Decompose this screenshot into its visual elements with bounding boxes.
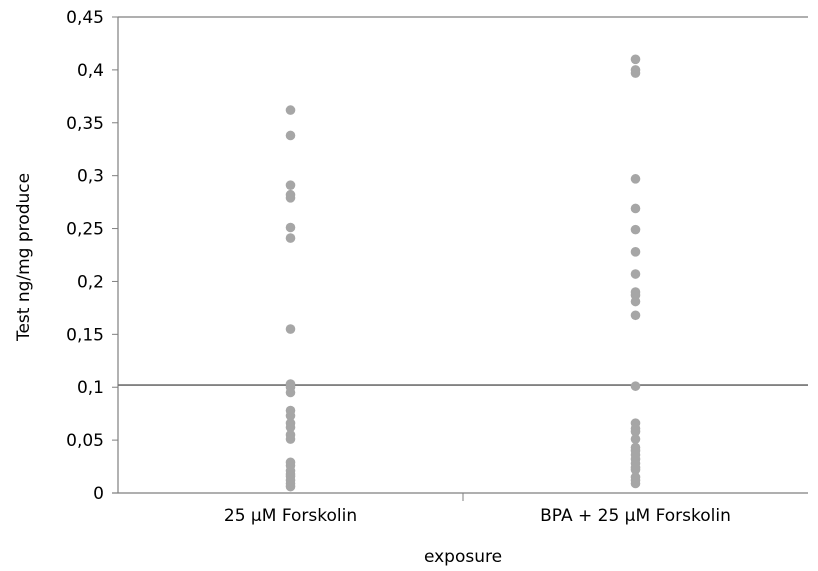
x-category-labels: 25 µM Forskolin BPA + 25 µM Forskolin <box>224 506 731 526</box>
y-tick-label: 0,15 <box>66 325 104 345</box>
data-points <box>285 54 641 492</box>
data-point <box>285 233 296 243</box>
data-point <box>630 68 641 78</box>
data-point <box>630 296 641 307</box>
data-point <box>285 222 296 233</box>
data-point <box>285 180 296 190</box>
data-point <box>630 310 641 321</box>
y-tick-label: 0,1 <box>77 378 104 398</box>
y-tick-label: 0,35 <box>66 114 104 134</box>
data-point <box>630 464 641 475</box>
x-axis-title: exposure <box>424 547 502 567</box>
data-point <box>630 426 641 437</box>
data-point <box>630 434 641 444</box>
data-point <box>285 410 296 421</box>
x-axis <box>112 16 808 501</box>
data-point <box>630 224 641 235</box>
data-point <box>285 434 296 444</box>
y-tick-label: 0,2 <box>77 272 104 292</box>
data-point <box>630 269 641 279</box>
y-tick-label: 0 <box>93 484 104 504</box>
y-tick-label: 0,25 <box>66 220 104 240</box>
data-point <box>285 387 296 398</box>
data-point <box>630 54 641 65</box>
y-tick-label: 0,3 <box>77 167 104 187</box>
data-point <box>285 324 296 334</box>
x-category-label: 25 µM Forskolin <box>224 506 357 526</box>
data-point <box>285 130 296 141</box>
data-point <box>630 381 641 391</box>
data-point <box>285 422 296 433</box>
y-tick-label: 0,05 <box>66 431 104 451</box>
y-axis-title: Test ng/mg produce <box>14 173 34 342</box>
y-axis-ticks: 0 0,05 0,1 0,15 0,2 0,25 0,3 0,35 0,4 0,45 <box>66 8 118 504</box>
data-point <box>285 105 296 115</box>
data-point <box>285 481 296 492</box>
data-point <box>630 478 641 489</box>
data-point <box>285 193 296 203</box>
data-point <box>630 203 641 214</box>
y-tick-label: 0,45 <box>66 8 104 28</box>
x-category-label: BPA + 25 µM Forskolin <box>540 506 731 526</box>
data-point <box>630 174 641 184</box>
y-tick-label: 0,4 <box>77 61 104 81</box>
data-point <box>630 247 641 257</box>
